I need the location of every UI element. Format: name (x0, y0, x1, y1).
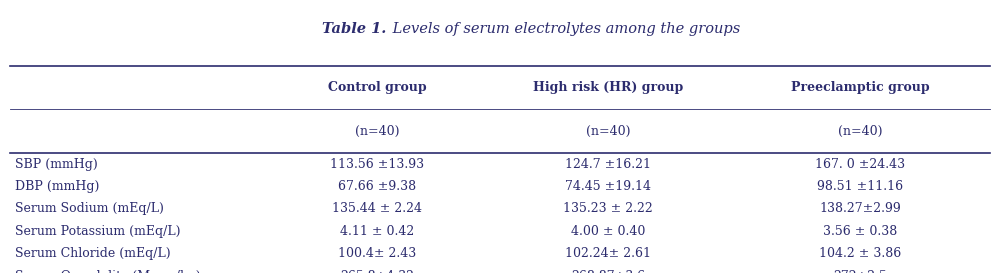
Text: Levels of serum electrolytes among the groups: Levels of serum electrolytes among the g… (388, 22, 740, 36)
Text: 102.24± 2.61: 102.24± 2.61 (565, 247, 651, 260)
Text: 167. 0 ±24.43: 167. 0 ±24.43 (815, 158, 905, 171)
Text: 124.7 ±16.21: 124.7 ±16.21 (565, 158, 651, 171)
Text: 135.23 ± 2.22: 135.23 ± 2.22 (563, 202, 653, 215)
Text: 104.2 ± 3.86: 104.2 ± 3.86 (819, 247, 901, 260)
Text: 100.4± 2.43: 100.4± 2.43 (338, 247, 417, 260)
Text: 113.56 ±13.93: 113.56 ±13.93 (330, 158, 425, 171)
Text: Serum Sodium (mEq/L): Serum Sodium (mEq/L) (15, 202, 164, 215)
Text: (n=40): (n=40) (838, 124, 882, 138)
Text: 3.56 ± 0.38: 3.56 ± 0.38 (823, 225, 897, 238)
Text: (n=40): (n=40) (355, 124, 400, 138)
Text: 4.00 ± 0.40: 4.00 ± 0.40 (571, 225, 645, 238)
Text: Serum Chloride (mEq/L): Serum Chloride (mEq/L) (15, 247, 171, 260)
Text: Serum Osmolality (Mosm/kg): Serum Osmolality (Mosm/kg) (15, 269, 201, 273)
Text: Preeclamptic group: Preeclamptic group (791, 81, 929, 94)
Text: 74.45 ±19.14: 74.45 ±19.14 (565, 180, 651, 193)
Text: 98.51 ±11.16: 98.51 ±11.16 (817, 180, 903, 193)
Text: 4.11 ± 0.42: 4.11 ± 0.42 (340, 225, 415, 238)
Text: 138.27±2.99: 138.27±2.99 (819, 202, 901, 215)
Text: 135.44 ± 2.24: 135.44 ± 2.24 (332, 202, 422, 215)
Text: High risk (HR) group: High risk (HR) group (533, 81, 683, 94)
Text: 272±2.5: 272±2.5 (833, 269, 887, 273)
Text: (n=40): (n=40) (586, 124, 630, 138)
Text: 268.87±3.6: 268.87±3.6 (571, 269, 645, 273)
Text: 265.8±4.32: 265.8±4.32 (340, 269, 415, 273)
Text: Control group: Control group (328, 81, 427, 94)
Text: DBP (mmHg): DBP (mmHg) (15, 180, 99, 193)
Text: 67.66 ±9.38: 67.66 ±9.38 (338, 180, 417, 193)
Text: Table 1.: Table 1. (322, 22, 386, 36)
Text: Serum Potassium (mEq/L): Serum Potassium (mEq/L) (15, 225, 180, 238)
Text: SBP (mmHg): SBP (mmHg) (15, 158, 98, 171)
